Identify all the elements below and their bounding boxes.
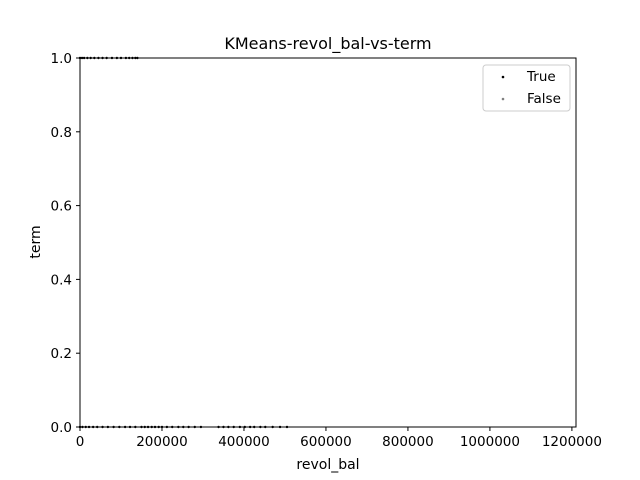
- x-tick-label: 400000: [218, 434, 270, 450]
- points-layer: [78, 56, 289, 429]
- y-tick-label: 0.2: [51, 346, 72, 362]
- legend-label-true: True: [526, 69, 556, 85]
- x-tick-label: 1000000: [460, 434, 520, 450]
- x-tick-label: 200000: [136, 434, 188, 450]
- y-tick-label: 0.0: [51, 420, 72, 436]
- legend-label-false: False: [527, 91, 561, 107]
- legend-marker-true: [501, 75, 505, 79]
- chart-title: KMeans-revol_bal-vs-term: [224, 34, 431, 54]
- x-axis: 0 200000 400000 600000 800000 1000000 1200000: [76, 427, 602, 450]
- y-tick-label: 0.8: [51, 125, 72, 141]
- y-axis-label: term: [28, 225, 44, 258]
- plot-frame: [79, 57, 577, 428]
- x-tick-label: 0: [76, 434, 85, 450]
- y-tick-label: 0.4: [51, 272, 72, 288]
- legend-marker-false: [501, 97, 505, 101]
- x-tick-label: 1200000: [542, 434, 602, 450]
- y-axis: 0.0 0.2 0.4 0.6 0.8 1.0: [51, 51, 80, 436]
- x-axis-label: revol_bal: [296, 457, 359, 473]
- legend-box: [482, 64, 571, 112]
- x-tick-label: 600000: [300, 434, 352, 450]
- x-tick-label: 800000: [382, 434, 434, 450]
- legend: True False: [482, 64, 571, 112]
- y-tick-label: 0.6: [51, 199, 72, 215]
- y-tick-label: 1.0: [51, 51, 72, 67]
